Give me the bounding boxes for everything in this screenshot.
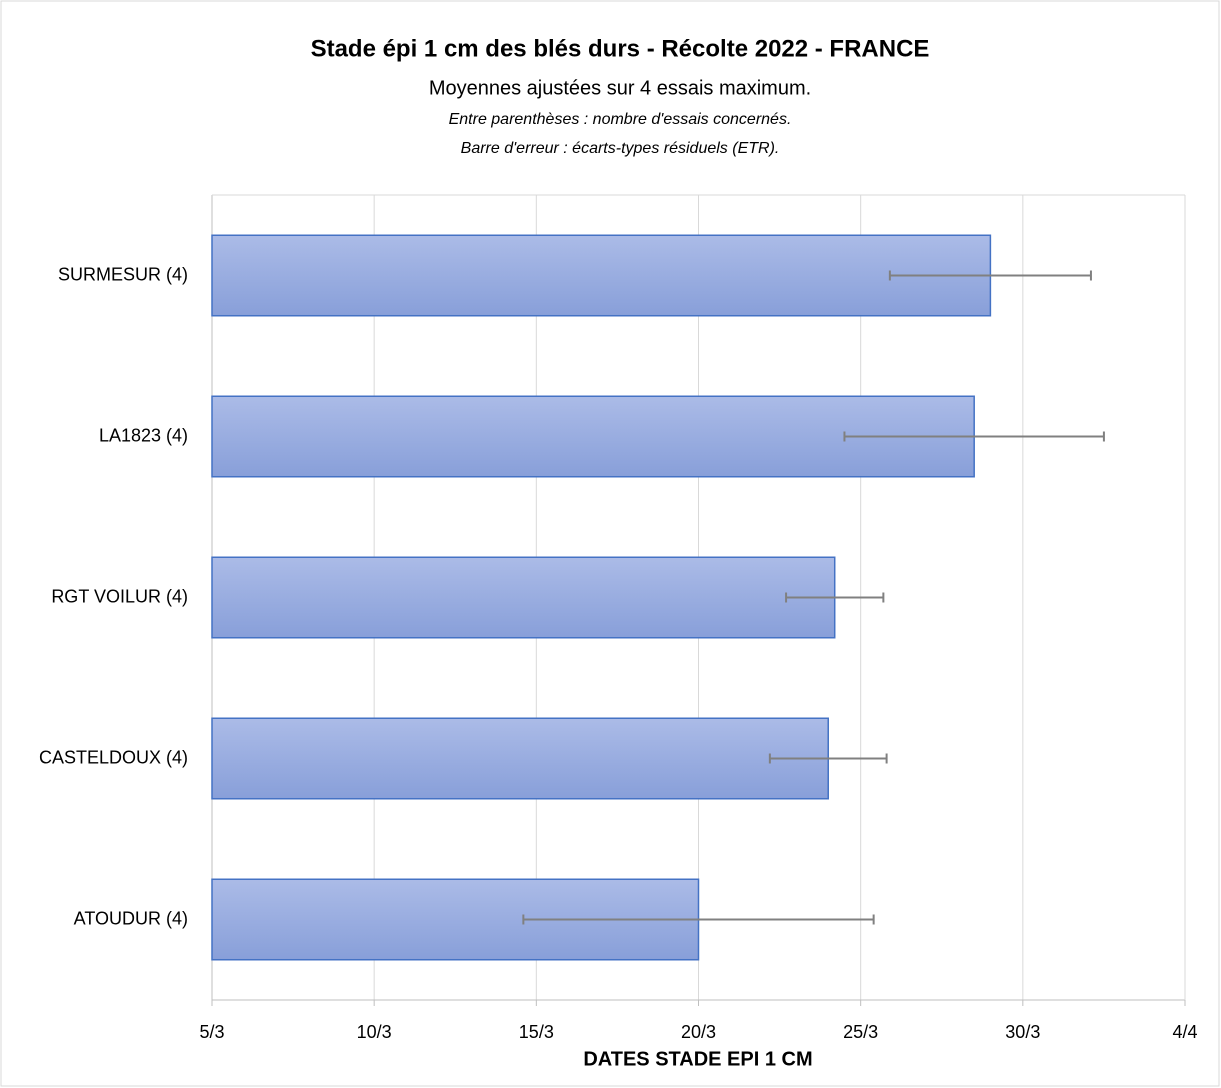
- x-tick-label: 30/3: [1005, 1022, 1040, 1042]
- y-tick-label: SURMESUR (4): [58, 264, 188, 284]
- error-bar: [768, 753, 888, 764]
- x-axis-title: DATES STADE EPI 1 CM: [583, 1048, 812, 1070]
- x-tick-label: 15/3: [519, 1022, 554, 1042]
- bar: [211, 234, 992, 317]
- y-tick-label: LA1823 (4): [99, 425, 188, 445]
- x-tick-label: 20/3: [681, 1022, 716, 1042]
- chart-note: Entre parenthèses : nombre d'essais conc…: [449, 111, 792, 128]
- error-bar: [888, 270, 1092, 281]
- y-tick-label: ATOUDUR (4): [74, 908, 188, 928]
- bar: [211, 556, 836, 639]
- x-tick-label: 4/4: [1172, 1022, 1197, 1042]
- y-tick-label: RGT VOILUR (4): [51, 586, 188, 606]
- y-tick-label: CASTELDOUX (4): [39, 747, 188, 767]
- bar: [211, 717, 829, 800]
- x-tick-label: 25/3: [843, 1022, 878, 1042]
- chart-note: Barre d'erreur : écarts-types résiduels …: [461, 140, 780, 157]
- chart-title: Stade épi 1 cm des blés durs - Récolte 2…: [311, 35, 930, 62]
- x-tick-label: 5/3: [199, 1022, 224, 1042]
- error-bar: [522, 914, 875, 925]
- chart-subtitle: Moyennes ajustées sur 4 essais maximum.: [429, 77, 811, 99]
- x-tick-label: 10/3: [357, 1022, 392, 1042]
- error-bar: [843, 431, 1105, 442]
- error-bar: [785, 592, 885, 603]
